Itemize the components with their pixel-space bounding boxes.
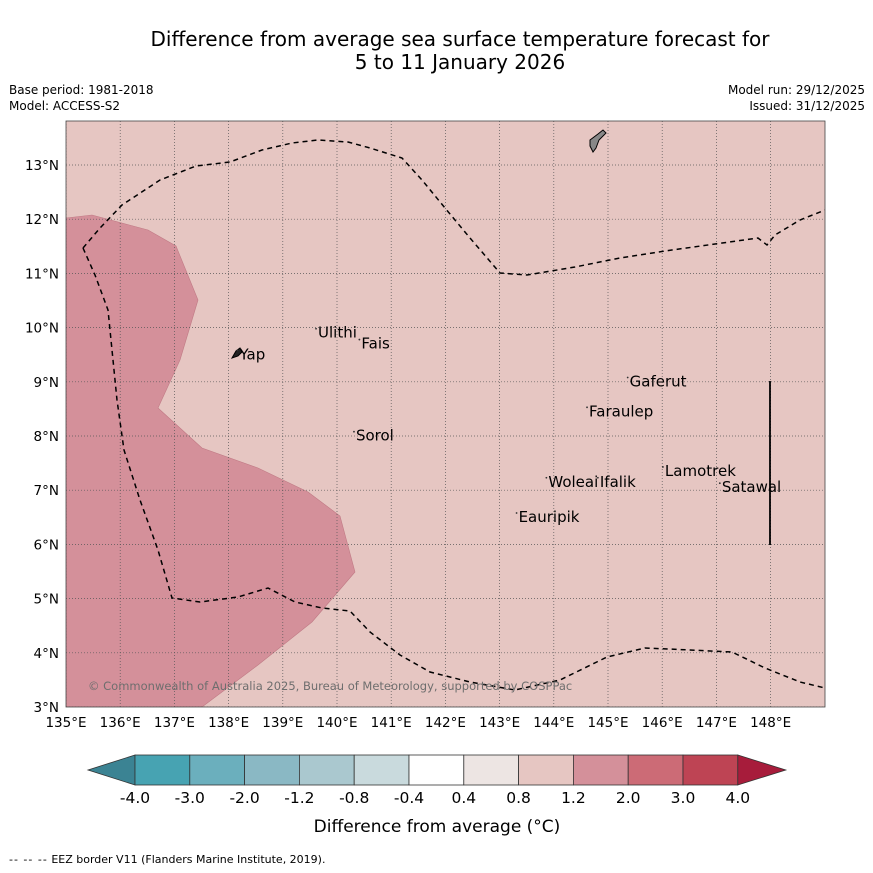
colorbar-segment <box>353 754 410 786</box>
title-line-1: Difference from average sea surface temp… <box>150 27 770 51</box>
place-label: Ulithi <box>318 324 357 342</box>
colorbar-segment <box>682 754 739 786</box>
colorbar-tick: 1.2 <box>561 789 586 807</box>
colorbar-segment <box>518 754 574 786</box>
colorbar-segment <box>134 754 191 786</box>
colorbar-tick-labels: -4.0 -3.0 -2.0 -1.2 -0.8 -0.4 0.4 0.8 1.2 2.0 3.0 4… <box>120 789 750 807</box>
island-marker <box>586 406 588 409</box>
place-label: Lamotrek <box>665 462 736 480</box>
colorbar-tick: -0.8 <box>339 789 369 807</box>
map-frame <box>65 120 826 708</box>
island-marker <box>315 327 317 330</box>
eez-dash-sample: -- -- -- <box>9 853 48 866</box>
colorbar-tick: -1.2 <box>284 789 314 807</box>
colorbar-segment <box>627 754 684 786</box>
latitude-tick-label: 9°N <box>34 375 59 391</box>
chart-title: Difference from average sea surface temp… <box>0 28 873 74</box>
longitude-tick-label: 143°E <box>479 715 520 731</box>
graticule <box>66 121 825 707</box>
place-label: Yap <box>238 345 265 363</box>
colorbar-tick: -3.0 <box>175 789 205 807</box>
colorbar-tick: 4.0 <box>725 789 750 807</box>
title-line-2: 5 to 11 January 2026 <box>354 50 566 74</box>
footer-note: -- -- -- EEZ border V11 (Flanders Marine… <box>9 853 325 866</box>
colorbar-tick: -0.4 <box>394 789 424 807</box>
island-marker <box>358 338 361 341</box>
latitude-tick-label: 12°N <box>25 212 59 228</box>
latitude-tick-label: 13°N <box>25 158 59 174</box>
island-marker <box>718 482 721 485</box>
colorbar-label: Difference from average (°C) <box>314 817 561 837</box>
longitude-tick-label: 138°E <box>208 715 249 731</box>
eez-border-north <box>82 139 825 276</box>
longitude-tick-label: 139°E <box>262 715 303 731</box>
colorbar <box>86 754 788 786</box>
colorbar-tick: -4.0 <box>120 789 150 807</box>
place-label: Sorol <box>356 427 394 445</box>
latitude-tick-label: 4°N <box>34 646 59 662</box>
latitude-axis-labels: 3°N 4°N 5°N 6°N 7°N 8°N 9°N 10°N 11°N 12°N 13°N <box>25 158 59 716</box>
place-label: Ifalik <box>600 473 636 491</box>
latitude-tick-label: 5°N <box>34 592 59 608</box>
longitude-tick-label: 135°E <box>45 715 86 731</box>
meta-left: Base period: 1981-2018 Model: ACCESS-S2 <box>9 82 154 114</box>
longitude-tick-label: 144°E <box>533 715 574 731</box>
latitude-tick-label: 11°N <box>25 266 59 282</box>
latitude-tick-label: 3°N <box>34 700 59 716</box>
eez-source-text: EEZ border V11 (Flanders Marine Institut… <box>51 853 326 866</box>
colorbar-segment <box>463 754 519 786</box>
longitude-tick-label: 145°E <box>587 715 628 731</box>
colorbar-segment <box>408 754 465 786</box>
model-name: Model: ACCESS-S2 <box>9 99 121 113</box>
issued-date: Issued: 31/12/2025 <box>749 99 865 113</box>
longitude-tick-label: 137°E <box>154 715 195 731</box>
colorbar-segment <box>573 754 629 786</box>
longitude-tick-label: 141°E <box>371 715 412 731</box>
colorbar-extend-high <box>737 754 788 786</box>
place-label: Faraulep <box>589 402 653 420</box>
island-marker <box>515 512 518 514</box>
copyright-text: © Commonwealth of Australia 2025, Bureau… <box>88 679 572 693</box>
island-marker <box>545 476 548 479</box>
longitude-tick-label: 146°E <box>642 715 683 731</box>
meta-right: Model run: 29/12/2025 Issued: 31/12/2025 <box>728 82 865 114</box>
colorbar-tick: 3.0 <box>671 789 696 807</box>
colorbar-tick: 0.8 <box>506 789 531 807</box>
latitude-tick-label: 6°N <box>34 537 59 553</box>
colorbar-segment <box>244 754 300 786</box>
place-label: Gaferut <box>630 373 687 391</box>
colorbar-tick: 0.4 <box>451 789 476 807</box>
longitude-tick-label: 147°E <box>696 715 737 731</box>
yap-island <box>230 347 243 359</box>
place-label: Fais <box>361 335 390 353</box>
island-marker <box>353 430 355 433</box>
place-label: Satawal <box>722 478 781 496</box>
longitude-tick-label: 142°E <box>425 715 466 731</box>
island-marker <box>626 376 629 379</box>
colorbar-tick: -2.0 <box>229 789 259 807</box>
colorbar-tick: 2.0 <box>616 789 641 807</box>
place-label: Eauripik <box>519 508 580 526</box>
colorbar-extend-low <box>86 754 136 786</box>
island-marker <box>596 476 599 479</box>
longitude-tick-label: 140°E <box>316 715 357 731</box>
latitude-tick-label: 7°N <box>34 483 59 499</box>
eez-border-west-south <box>82 247 825 691</box>
island-marker <box>236 349 239 352</box>
longitude-axis-labels: 135°E 136°E 137°E 138°E 139°E 140°E 141°E 142°E… <box>45 715 791 731</box>
latitude-tick-label: 8°N <box>34 429 59 445</box>
longitude-tick-label: 148°E <box>750 715 791 731</box>
guam-island <box>589 129 607 153</box>
colorbar-segment <box>298 754 355 786</box>
colorbar-segment <box>189 754 246 786</box>
island-marker <box>662 466 664 468</box>
base-period: Base period: 1981-2018 <box>9 83 154 97</box>
latitude-tick-label: 10°N <box>25 321 59 337</box>
model-run: Model run: 29/12/2025 <box>727 83 865 97</box>
place-label: Woleai <box>548 473 598 491</box>
longitude-tick-label: 136°E <box>100 715 141 731</box>
